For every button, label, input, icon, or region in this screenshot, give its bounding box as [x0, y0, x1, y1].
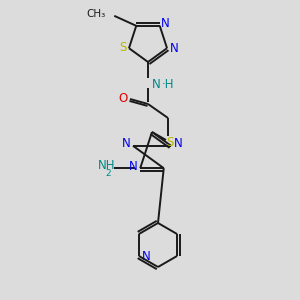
Text: CH₃: CH₃	[86, 9, 105, 19]
Text: NH: NH	[98, 159, 115, 172]
Text: N: N	[152, 77, 160, 91]
Text: N: N	[129, 160, 138, 173]
Text: O: O	[118, 92, 127, 104]
Text: N: N	[174, 137, 182, 150]
Text: N: N	[142, 250, 150, 262]
Text: 2: 2	[105, 169, 111, 178]
Text: S: S	[166, 136, 174, 148]
Text: N: N	[169, 42, 178, 55]
Text: S: S	[119, 41, 127, 54]
Text: ·H: ·H	[162, 77, 174, 91]
Text: N: N	[160, 17, 169, 30]
Text: N: N	[122, 137, 130, 150]
